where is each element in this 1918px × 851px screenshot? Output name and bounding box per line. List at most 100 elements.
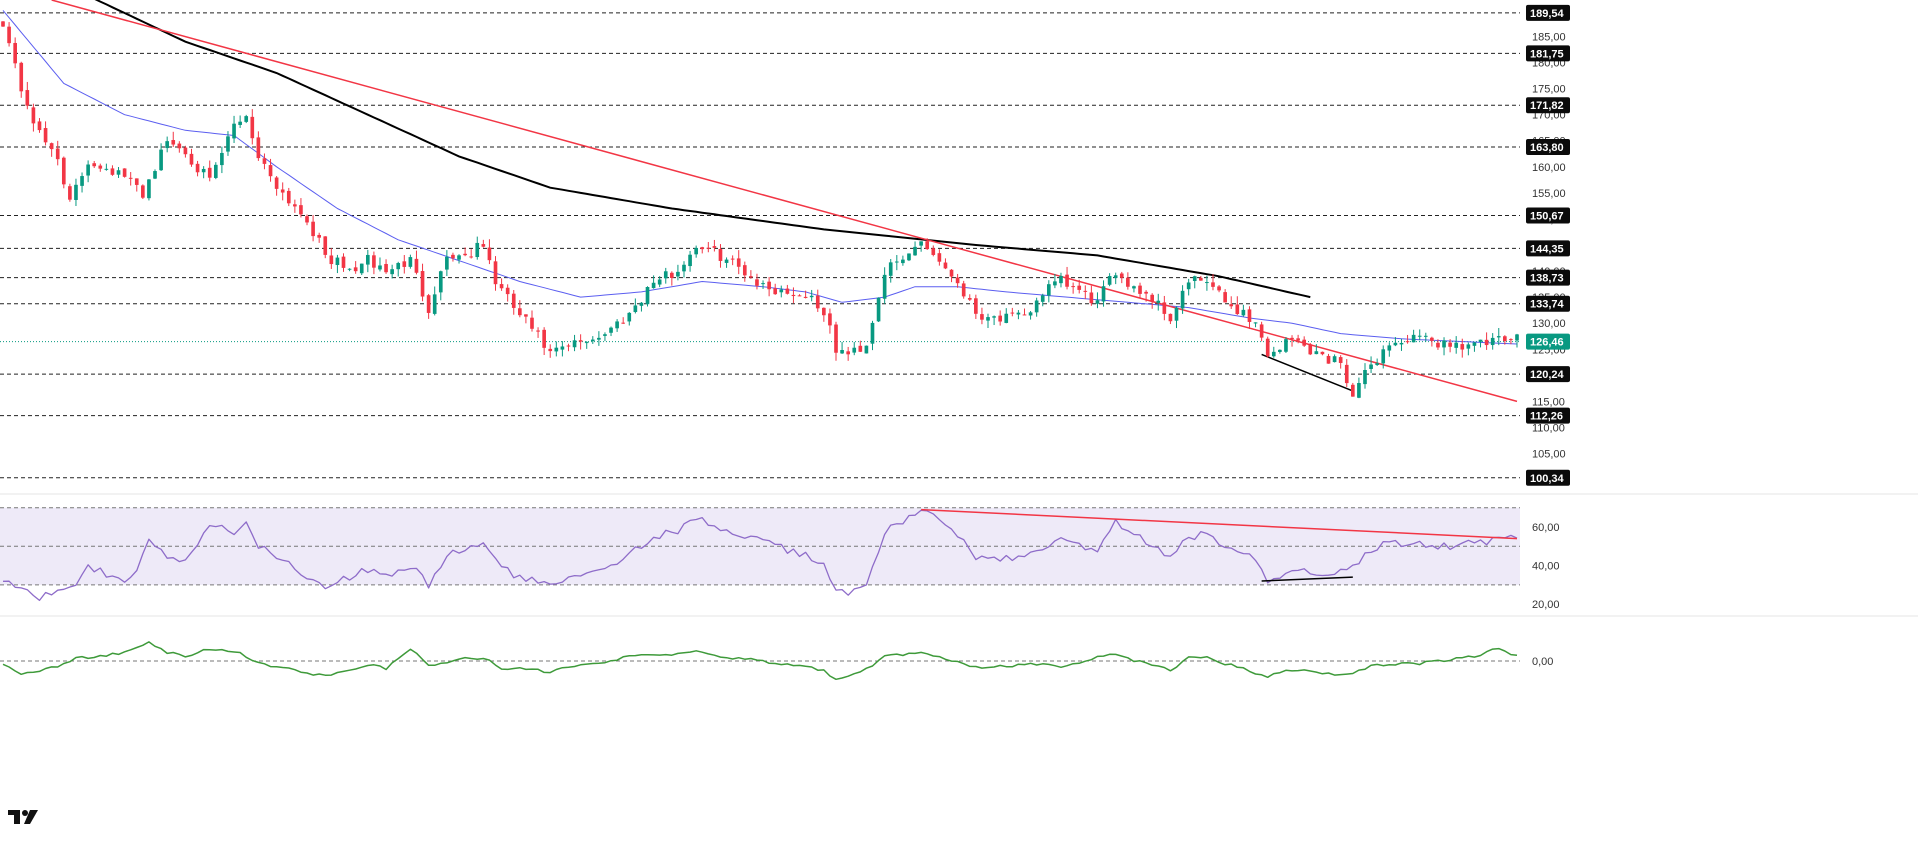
candle-body	[1059, 275, 1063, 284]
candle	[1436, 339, 1440, 350]
candle-body	[110, 168, 115, 175]
candle	[384, 259, 388, 274]
candle-body	[134, 178, 139, 185]
candle	[1119, 271, 1124, 284]
candle	[1454, 336, 1459, 354]
candle	[341, 253, 346, 272]
candle-body	[384, 263, 388, 273]
candle	[317, 232, 322, 243]
candle	[457, 254, 461, 264]
candle-body	[49, 143, 54, 150]
candle	[74, 178, 78, 207]
candle	[730, 255, 735, 266]
candle	[724, 257, 729, 268]
candle	[1503, 335, 1507, 345]
candle	[37, 118, 42, 133]
candle	[481, 239, 486, 248]
candle	[153, 169, 157, 180]
candle-body	[1126, 277, 1130, 287]
candle	[882, 267, 887, 304]
candle	[220, 146, 224, 174]
candle-body	[907, 253, 911, 261]
candle-body	[1375, 363, 1379, 365]
candle	[128, 172, 133, 186]
candle-body	[815, 295, 820, 309]
candle	[1430, 336, 1434, 347]
price-axis-tick-label: 185,00	[1532, 31, 1566, 43]
candle	[493, 256, 498, 291]
candle-body	[755, 279, 759, 286]
candle	[353, 261, 358, 274]
candle-body	[414, 258, 419, 273]
candle	[1065, 266, 1069, 290]
candle	[712, 239, 717, 252]
candle	[408, 254, 413, 269]
candle-body	[651, 282, 656, 289]
candle-body	[828, 313, 832, 326]
candle	[359, 263, 364, 276]
level-tag: 181,75	[1530, 48, 1564, 60]
candle	[1320, 351, 1325, 356]
candle-body	[1509, 339, 1513, 341]
candle-body	[1156, 300, 1161, 303]
candle-body	[274, 177, 279, 189]
candle-body	[359, 263, 364, 274]
candle-body	[141, 185, 145, 198]
candle-body	[1351, 384, 1355, 397]
candle	[621, 317, 626, 324]
moving-average-blue	[2, 10, 1518, 345]
candle-body	[1271, 351, 1276, 357]
candlestick-series	[1, 21, 1519, 399]
candle	[809, 289, 814, 302]
candle	[1296, 334, 1300, 344]
candle-body	[1077, 285, 1082, 290]
candle-body	[1095, 300, 1100, 304]
candle-body	[104, 168, 109, 170]
candle-body	[1004, 313, 1009, 323]
candle	[584, 341, 589, 349]
candle	[1509, 338, 1513, 345]
moving-average-black	[94, 0, 1311, 299]
candle	[566, 343, 571, 352]
candle	[1332, 354, 1337, 363]
candle	[469, 249, 474, 259]
candle-body	[177, 143, 182, 149]
candle	[159, 143, 163, 171]
candle-body	[779, 289, 784, 293]
candle	[1472, 342, 1477, 352]
candle	[402, 255, 407, 274]
candle	[542, 327, 546, 355]
candle	[396, 261, 401, 277]
candle-body	[694, 247, 698, 255]
candle	[992, 315, 996, 326]
candle	[1053, 273, 1057, 289]
candle	[870, 320, 875, 351]
candle-body	[353, 267, 358, 272]
candle	[1083, 285, 1088, 300]
candle-body	[1338, 357, 1343, 363]
candle	[773, 283, 778, 295]
candle	[1351, 382, 1355, 397]
candle-body	[949, 269, 954, 277]
candle	[615, 319, 619, 332]
level-tag-bg	[1526, 295, 1570, 312]
level-tag-bg	[1526, 407, 1570, 424]
candle	[92, 160, 97, 169]
candle	[894, 255, 899, 271]
candle	[682, 261, 686, 278]
candle-body	[572, 340, 577, 348]
candle-body	[603, 334, 607, 336]
candle-body	[1016, 312, 1021, 315]
candle-body	[299, 205, 303, 215]
candle	[822, 307, 826, 322]
level-tag: 171,82	[1530, 100, 1564, 112]
candle	[49, 142, 54, 157]
candle-body	[1253, 322, 1258, 324]
candle-body	[1235, 304, 1240, 315]
candle	[1132, 285, 1136, 293]
candle	[718, 244, 723, 268]
candle	[791, 287, 796, 304]
candle-body	[469, 256, 474, 258]
